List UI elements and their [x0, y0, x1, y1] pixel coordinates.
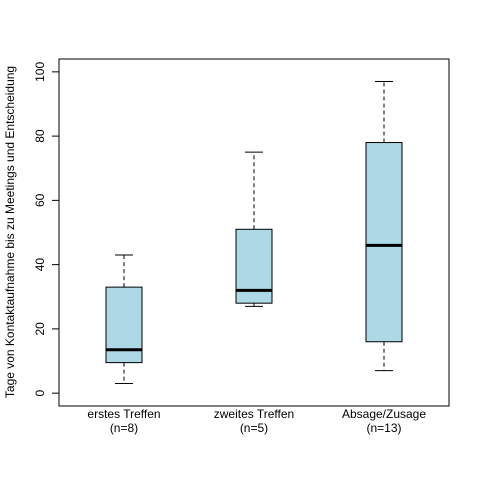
category-label: Absage/Zusage	[342, 407, 426, 421]
y-axis-title: Tage von Kontaktaufnahme bis zu Meetings…	[3, 66, 17, 398]
category-label: erstes Treffen	[87, 407, 160, 421]
y-axis: 0 20 40 60 80 100	[33, 62, 60, 396]
y-tick-label: 100	[33, 62, 47, 82]
category-count-label: (n=8)	[110, 421, 138, 435]
iqr-box	[105, 286, 143, 364]
iqr-box	[365, 142, 403, 343]
box-group	[365, 80, 403, 372]
y-tick-label: 0	[33, 389, 47, 396]
y-tick-label: 40	[33, 258, 47, 272]
y-tick-label: 20	[33, 322, 47, 336]
box-group	[105, 254, 143, 385]
box-series	[105, 80, 403, 385]
category-label: zweites Treffen	[214, 407, 294, 421]
y-tick-label: 60	[33, 193, 47, 207]
box-group	[235, 151, 273, 307]
category-count-label: (n=5)	[240, 421, 268, 435]
category-count-label: (n=13)	[366, 421, 401, 435]
x-axis-labels: erstes Treffen(n=8) zweites Treffen(n=5) A…	[87, 407, 426, 435]
iqr-box	[235, 228, 273, 304]
y-tick-label: 80	[33, 129, 47, 143]
